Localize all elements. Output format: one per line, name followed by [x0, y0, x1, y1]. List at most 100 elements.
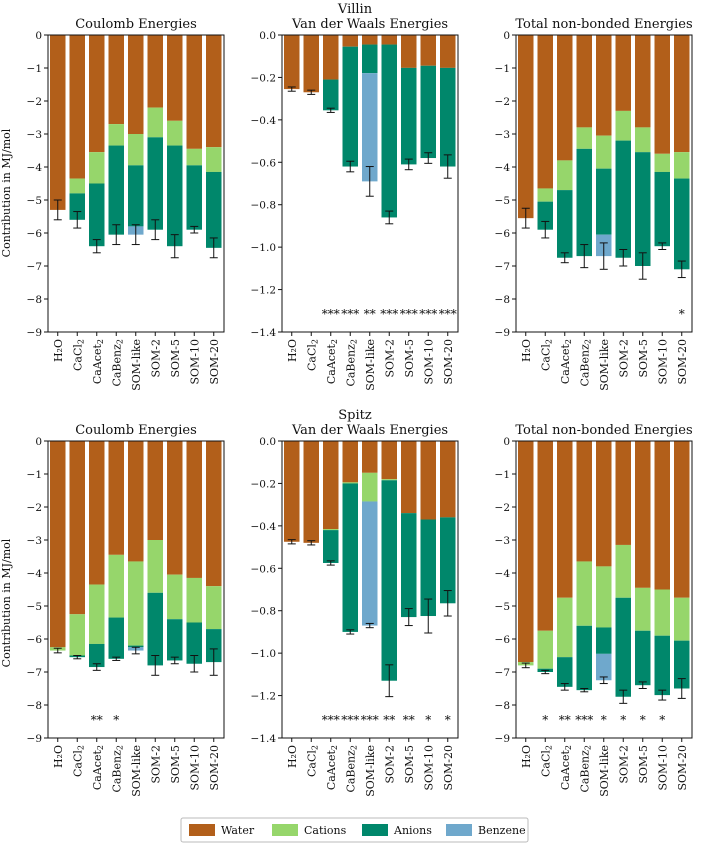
bar-water	[186, 441, 202, 578]
bar-water	[89, 441, 105, 585]
significance-label: ***	[322, 307, 340, 321]
bar-anions	[615, 140, 631, 258]
bar-cations	[323, 529, 339, 531]
x-tick-label: CaBenz2	[344, 339, 358, 387]
bar-water	[615, 35, 631, 111]
significance-label: *	[113, 713, 119, 727]
bar-anions	[557, 657, 573, 687]
x-tick-label: SOM-10	[188, 339, 201, 385]
bar-cations	[537, 630, 553, 669]
significance-label: *	[601, 713, 607, 727]
y-tick-label: −3	[495, 535, 510, 547]
y-tick-label: −0.8	[251, 200, 277, 212]
x-tick-label: CaAcet2	[559, 339, 573, 384]
bar-water	[654, 441, 670, 590]
bar-cations	[674, 152, 690, 179]
significance-label: *	[679, 307, 685, 321]
y-tick-label: −4	[27, 568, 43, 580]
bar-cations	[147, 107, 163, 138]
bar-cations	[167, 120, 183, 146]
y-tick-label: −3	[495, 129, 510, 141]
bar-anions	[186, 165, 202, 230]
y-tick-label: −2	[27, 502, 42, 514]
y-tick-label: −7	[495, 261, 510, 273]
bar-anions	[420, 65, 436, 159]
bar-anions	[401, 67, 417, 165]
y-tick-label: −6	[27, 634, 43, 646]
bar-anions	[401, 513, 417, 618]
panel-title: Total non-bonded Energies	[515, 423, 692, 438]
bar-cations	[206, 147, 222, 172]
significance-label: **	[383, 713, 395, 727]
bar-anions	[342, 483, 358, 632]
bar-water	[69, 35, 85, 179]
x-tick-label: CaAcet2	[91, 745, 105, 790]
bar-anions	[381, 44, 397, 218]
x-tick-label: CaAcet2	[91, 339, 105, 384]
significance-label: ***	[575, 713, 593, 727]
bar-cations	[69, 614, 85, 656]
bar-water	[518, 35, 534, 219]
legend-label-benzene: Benzene	[478, 824, 526, 837]
x-tick-label: SOM-2	[383, 339, 396, 378]
bar-cations	[557, 597, 573, 658]
x-tick-label: SOM-20	[676, 745, 689, 791]
y-tick-label: −1	[495, 469, 510, 481]
bar-water	[108, 441, 124, 555]
y-tick-label: −2	[495, 502, 510, 514]
bar-anions	[206, 171, 222, 248]
bar-cations	[615, 544, 631, 598]
bar-water	[167, 441, 183, 575]
x-tick-label: H₂O	[286, 745, 299, 768]
x-tick-label: SOM-5	[637, 339, 650, 378]
y-tick-label: −4	[495, 162, 511, 174]
significance-label: **	[559, 713, 571, 727]
bar-water	[147, 441, 163, 540]
x-tick-label: SOM-like	[598, 745, 611, 797]
y-axis-label-bottom: Contribution in MJ/mol	[0, 538, 13, 667]
y-tick-label: −9	[27, 327, 42, 339]
y-tick-label: −1.4	[251, 327, 277, 339]
bar-anions	[420, 519, 436, 617]
bar-anions	[596, 168, 612, 235]
significance-label: ***	[419, 307, 437, 321]
bar-anions	[635, 630, 651, 686]
bar-water	[284, 441, 300, 542]
bar-anions	[440, 517, 456, 604]
x-tick-label: H₂O	[52, 745, 65, 768]
x-tick-label: SOM-20	[676, 339, 689, 385]
bar-anions	[674, 640, 690, 689]
significance-label: ***	[341, 307, 359, 321]
bar-anions	[147, 592, 163, 666]
x-tick-label: CaCl2	[305, 745, 319, 777]
x-tick-label: CaCl2	[539, 339, 553, 371]
bar-anions	[674, 178, 690, 270]
bar-cations	[342, 482, 358, 484]
legend-swatch-water	[189, 824, 215, 836]
bar-water	[635, 35, 651, 128]
y-tick-label: −2	[27, 96, 42, 108]
x-tick-label: CaBenz2	[110, 339, 124, 387]
y-tick-label: 0	[35, 436, 42, 448]
bar-anions	[186, 622, 202, 664]
y-tick-label: −0.2	[251, 72, 277, 84]
bar-water	[537, 35, 553, 189]
bar-water	[303, 35, 319, 93]
y-tick-label: −8	[495, 294, 510, 306]
bar-anions	[596, 627, 612, 654]
bar-anions	[654, 635, 670, 696]
panel-4: Van der Waals Energies 0.0 −0.2 −0.4 −0.6 −0.…	[251, 423, 459, 797]
y-tick-label: −5	[495, 195, 510, 207]
significance-label: *	[425, 713, 431, 727]
bar-cations	[596, 135, 612, 169]
bar-anions	[89, 643, 105, 668]
x-tick-label: SOM-10	[656, 339, 669, 385]
y-tick-label: −9	[495, 327, 510, 339]
bar-cations	[206, 586, 222, 630]
bar-cations	[557, 160, 573, 191]
panel-title: Van der Waals Energies	[291, 423, 448, 438]
x-tick-label: SOM-5	[403, 339, 416, 378]
x-tick-label: CaBenz2	[110, 745, 124, 793]
bar-water	[362, 441, 378, 473]
y-tick-label: −4	[495, 568, 511, 580]
